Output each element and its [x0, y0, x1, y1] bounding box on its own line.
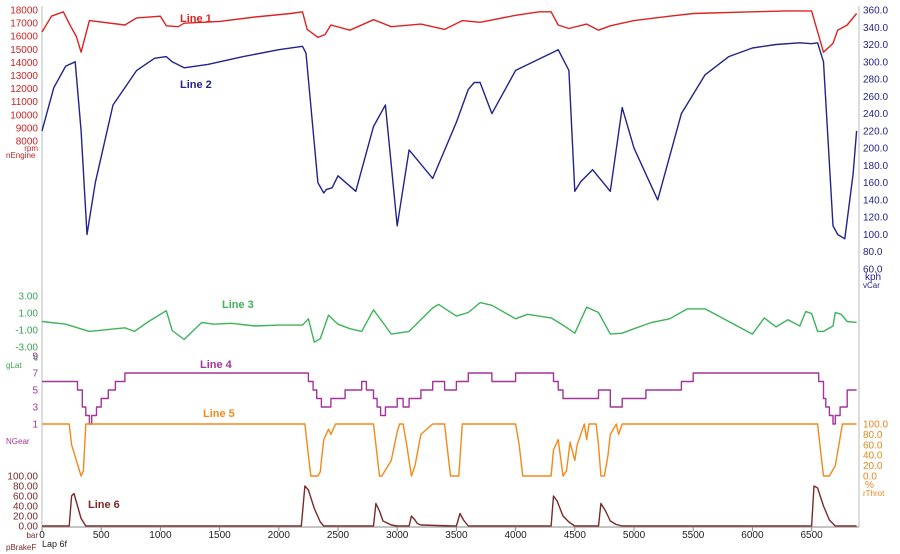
left-tick-label: 3.00 — [19, 292, 39, 303]
x-tick-label: 2000 — [268, 530, 291, 541]
left-tick-label: 60.00 — [13, 492, 38, 503]
right-tick-label: 80.0 — [863, 247, 883, 258]
left-tick-label: 1.00 — [19, 309, 39, 320]
left-tick-label: 80.00 — [13, 482, 38, 493]
series-label-line-1: Line 1 — [180, 13, 212, 25]
right-axis-unit: kph — [865, 272, 881, 283]
right-tick-label: 140.0 — [863, 195, 888, 206]
left-axis-channel: gLat — [6, 361, 22, 370]
x-tick-label: 1500 — [208, 530, 231, 541]
right-tick-label: 200.0 — [863, 144, 888, 155]
x-tick-label: 6000 — [741, 530, 764, 541]
left-tick-label: 9 — [32, 352, 38, 363]
lap-label: Lap 6f — [42, 539, 68, 549]
left-axis-unit: rpm — [24, 144, 38, 153]
left-axis-unit: g — [34, 352, 38, 361]
left-tick-label: 11000 — [11, 97, 39, 108]
left-axis-unit: bar — [26, 531, 38, 540]
x-tick-label: 4500 — [564, 530, 587, 541]
left-tick-label: 10000 — [10, 110, 38, 121]
left-tick-label: 18000 — [10, 6, 38, 17]
left-tick-label: -3.00 — [15, 343, 38, 354]
series-line-line-6 — [42, 485, 857, 527]
left-tick-label: 40.00 — [13, 502, 38, 513]
left-tick-label: 16000 — [10, 32, 38, 43]
left-tick-label: 7 — [32, 369, 38, 380]
right-tick-label: 0.0 — [863, 472, 877, 483]
chart-panel-1: 18000 17000 16000 15000 14000 13000 12000 11000… — [6, 6, 888, 291]
right-tick-label: 280.0 — [863, 75, 888, 86]
left-tick-label: 8000 — [16, 137, 39, 148]
right-tick-label: 60.0 — [863, 265, 883, 276]
right-tick-label: 160.0 — [863, 178, 888, 189]
left-tick-label: 0.00 — [19, 522, 39, 533]
series-label-line-2: Line 2 — [180, 79, 212, 91]
series-label-line-4: Line 4 — [200, 359, 233, 371]
series-line-line-5 — [42, 423, 857, 477]
left-tick-label: 12000 — [10, 84, 38, 95]
right-tick-label: 180.0 — [863, 161, 888, 172]
x-tick-label: 3000 — [386, 530, 409, 541]
left-tick-label: 5 — [32, 386, 38, 397]
right-axis-channel: vCar — [863, 281, 880, 290]
right-tick-label: 340.0 — [863, 23, 888, 34]
series-line-line-1 — [41, 10, 858, 53]
right-tick-label: 320.0 — [863, 40, 888, 51]
right-tick-label: 360.0 — [863, 6, 888, 17]
series-label-line-3: Line 3 — [222, 299, 254, 311]
x-tick-label: 5000 — [623, 530, 646, 541]
left-tick-label: 1 — [32, 420, 38, 431]
right-tick-label: 80.0 — [863, 430, 883, 441]
right-axis-unit: % — [865, 480, 874, 491]
x-tick-label: 2500 — [327, 530, 350, 541]
left-tick-label: 100.00 — [7, 472, 38, 483]
right-tick-label: 300.0 — [863, 57, 888, 68]
x-tick-label: 500 — [93, 530, 110, 541]
right-tick-label: 100.0 — [863, 230, 888, 241]
series-label-line-6: Line 6 — [88, 499, 120, 511]
right-tick-label: 100.0 — [863, 420, 888, 431]
right-tick-label: 60.0 — [863, 440, 883, 451]
series-label-line-5: Line 5 — [203, 408, 235, 420]
left-tick-label: 20.00 — [13, 512, 38, 523]
x-tick-label: 6500 — [801, 530, 824, 541]
left-axis-channel: nEngine — [6, 151, 36, 160]
x-tick-label: 3500 — [445, 530, 468, 541]
series-line-line-2 — [41, 42, 858, 240]
left-tick-label: 14000 — [10, 58, 38, 69]
left-tick-label: -1.00 — [15, 326, 38, 337]
left-tick-label: 15000 — [10, 45, 38, 56]
x-tick-label: 0 — [39, 530, 45, 541]
left-tick-label: 9000 — [16, 123, 39, 134]
right-tick-label: 260.0 — [863, 92, 888, 103]
right-tick-label: 40.0 — [863, 451, 883, 462]
left-axis-channel: pBrakeF — [6, 543, 36, 552]
chart-panel-2: 3.00 1.00 -1.00 -3.00g gLat Line 3 — [6, 292, 857, 370]
series-line-line-3 — [41, 301, 857, 343]
series-line-line-4 — [42, 372, 857, 425]
right-tick-label: 220.0 — [863, 126, 888, 137]
x-tick-label: 5500 — [682, 530, 705, 541]
right-tick-label: 120.0 — [863, 213, 888, 224]
right-axis-channel: rThrot — [863, 489, 885, 498]
left-tick-label: 13000 — [10, 71, 38, 82]
chart-panel-4: 100.080.060.040.020.00.0%rThrot Line 5 — [42, 408, 888, 498]
x-tick-label: 1000 — [149, 530, 172, 541]
left-tick-label: 17000 — [10, 19, 38, 30]
left-axis-channel: NGear — [6, 437, 30, 446]
right-tick-label: 20.0 — [863, 461, 883, 472]
right-tick-label: 240.0 — [863, 109, 888, 120]
x-tick-label: 4000 — [504, 530, 527, 541]
left-tick-label: 3 — [32, 403, 38, 414]
x-axis: 0 500 1000 1500 2000 2500 3000 3500 4000 4500 5000… — [39, 526, 859, 549]
